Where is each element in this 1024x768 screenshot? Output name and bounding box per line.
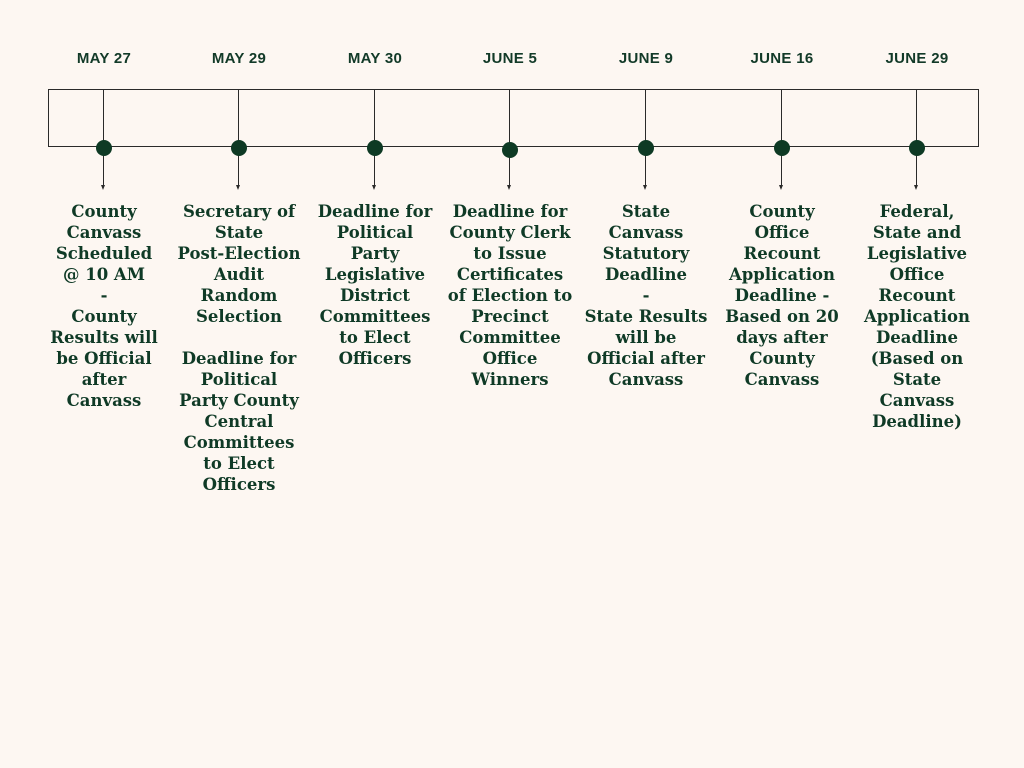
event-date: JUNE 9 (618, 50, 674, 67)
timeline-dot (502, 142, 518, 158)
arrow-down-icon (914, 185, 918, 190)
arrow-down-icon (507, 185, 511, 190)
event-date: JUNE 5 (482, 50, 538, 67)
event-description: Federal, State and Legislative Office Re… (863, 202, 971, 431)
event-description: County Canvass Scheduled @ 10 AM - Count… (50, 202, 158, 410)
event-date: MAY 27 (76, 50, 132, 67)
event-date: MAY 29 (211, 50, 267, 67)
event-description: Deadline for County Clerk to Issue Certi… (447, 202, 573, 389)
arrow-down-icon (101, 185, 105, 190)
event-date: MAY 30 (347, 50, 403, 67)
connector-line (374, 90, 376, 185)
connector-line (103, 90, 105, 185)
timeline-dot (774, 140, 790, 156)
event-date: JUNE 16 (750, 50, 814, 67)
event-date: JUNE 29 (885, 50, 949, 67)
connector-line (645, 90, 647, 185)
timeline-dot (367, 140, 383, 156)
timeline-dot (231, 140, 247, 156)
arrow-down-icon (372, 185, 376, 190)
timeline-dot (96, 140, 112, 156)
event-description: State Canvass Statutory Deadline - State… (584, 202, 708, 389)
connector-line (509, 90, 511, 185)
connector-line (916, 90, 918, 185)
arrow-down-icon (779, 185, 783, 190)
timeline-dot (638, 140, 654, 156)
event-description: County Office Recount Application Deadli… (725, 202, 839, 389)
arrow-down-icon (643, 185, 647, 190)
timeline-frame (48, 89, 979, 147)
timeline-dot (909, 140, 925, 156)
connector-line (238, 90, 240, 185)
event-description: Deadline for Political Party Legislative… (317, 202, 433, 368)
connector-line (781, 90, 783, 185)
event-description: Secretary of State Post-Election Audit R… (177, 202, 301, 494)
arrow-down-icon (236, 185, 240, 190)
